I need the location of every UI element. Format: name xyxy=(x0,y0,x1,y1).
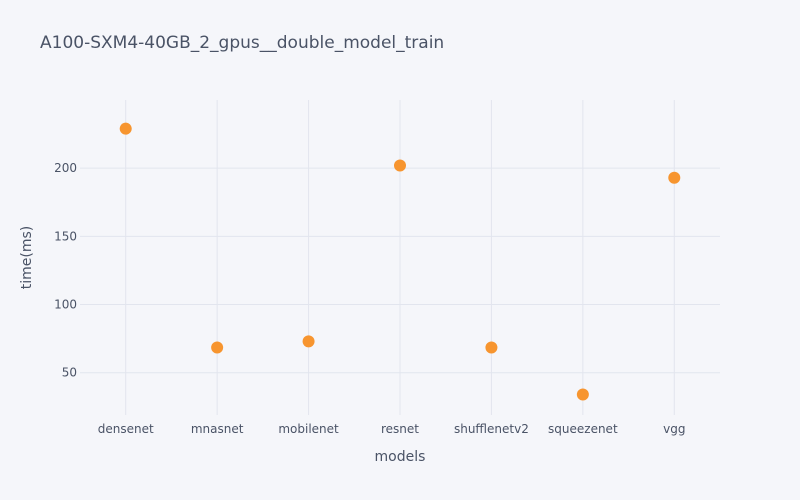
x-grid xyxy=(125,100,675,415)
data-point xyxy=(302,335,315,348)
data-point xyxy=(394,159,406,172)
y-tick-label: 100 xyxy=(54,298,77,312)
y-tick-label: 200 xyxy=(54,161,77,175)
x-tick-labels: densenet mnasnet mobilenet resnet shufflenet… xyxy=(98,422,686,436)
data-points xyxy=(119,122,681,401)
x-tick-label: resnet xyxy=(381,422,419,436)
data-point xyxy=(485,341,498,354)
x-tick-label: squeezenet xyxy=(548,422,618,436)
y-tick-labels: 50 100 150 200 xyxy=(54,161,77,380)
chart-title: A100-SXM4-40GB_2_gpus__double_model_trai… xyxy=(40,33,445,53)
data-point xyxy=(119,122,132,135)
x-tick-label: mobilenet xyxy=(278,422,339,436)
x-tick-label: densenet xyxy=(98,422,154,436)
data-point xyxy=(668,171,681,184)
x-tick-label: shufflenetv2 xyxy=(454,422,529,436)
y-tick-label: 50 xyxy=(62,366,77,380)
y-axis-title: time(ms) xyxy=(19,226,35,290)
x-axis-title: models xyxy=(375,449,426,465)
x-tick-label: mnasnet xyxy=(191,422,244,436)
y-tick-label: 150 xyxy=(54,229,77,243)
data-point xyxy=(576,388,589,401)
x-tick-label: vgg xyxy=(663,422,685,436)
data-point xyxy=(211,341,224,354)
